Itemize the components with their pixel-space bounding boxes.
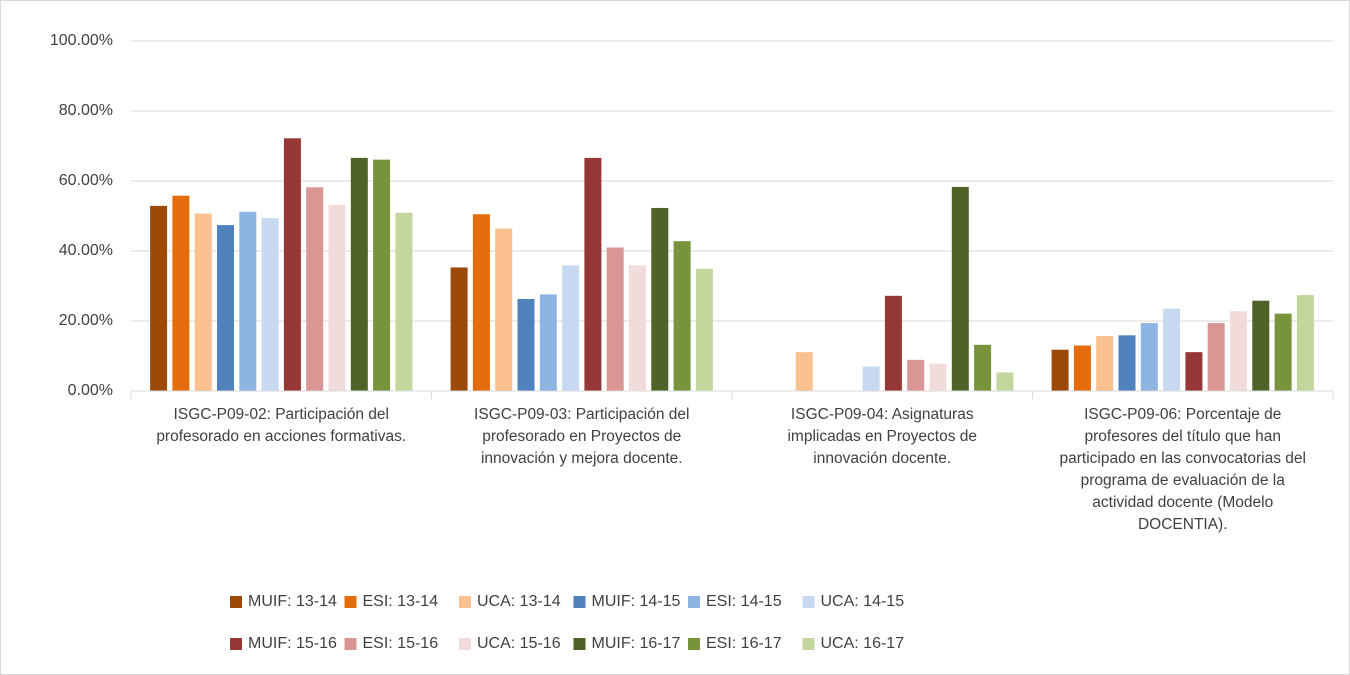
bar — [328, 204, 346, 391]
bar — [673, 241, 691, 391]
y-tick-label: 60.00% — [59, 172, 113, 189]
y-tick-label: 80.00% — [59, 102, 113, 119]
legend-swatch — [688, 638, 700, 650]
bar — [539, 294, 557, 391]
legend-label: UCA: 15-16 — [477, 635, 561, 652]
bar — [695, 268, 713, 391]
y-tick-label: 40.00% — [59, 242, 113, 259]
legend-swatch — [459, 638, 471, 650]
bar — [907, 359, 925, 391]
bar — [472, 214, 490, 391]
bar — [283, 138, 301, 391]
bar — [306, 187, 324, 391]
bar — [562, 265, 580, 391]
legend-swatch — [344, 596, 357, 608]
bar — [1051, 349, 1069, 391]
x-tick-label: ISGC-P09-03: Participación del profesora… — [474, 406, 690, 467]
legend-swatch — [459, 596, 471, 608]
bar — [884, 295, 902, 391]
legend-swatch — [802, 638, 815, 650]
x-tick-label: ISGC-P09-02: Participación del profesora… — [156, 406, 407, 445]
bar — [239, 211, 257, 391]
legend-swatch — [802, 596, 815, 608]
bar — [606, 247, 624, 391]
bar — [350, 157, 368, 391]
bar — [1163, 308, 1181, 391]
bar — [517, 298, 535, 391]
bar — [1252, 300, 1270, 391]
legend-label: ESI: 16-17 — [706, 635, 782, 652]
legend-label: ESI: 15-16 — [363, 635, 439, 652]
legend-label: MUIF: 16-17 — [592, 635, 681, 652]
bar — [1140, 323, 1158, 391]
y-tick-label: 0.00% — [68, 382, 113, 399]
bar — [795, 352, 813, 391]
bar — [1296, 295, 1314, 391]
bar — [395, 212, 413, 391]
bar — [1118, 335, 1136, 391]
bar — [1207, 323, 1225, 391]
x-tick-label: ISGC-P09-06: Porcentaje de profesores de… — [1059, 406, 1306, 533]
bar — [261, 218, 279, 391]
bar — [651, 207, 669, 391]
y-tick-label: 100.00% — [50, 32, 113, 49]
bar — [996, 372, 1014, 391]
bar — [862, 366, 880, 391]
legend-swatch — [344, 638, 357, 650]
bar — [217, 225, 234, 391]
legend-swatch — [573, 596, 586, 608]
bar — [150, 205, 168, 391]
bar — [194, 213, 212, 391]
bar — [584, 157, 602, 391]
legend-label: ESI: 13-14 — [363, 593, 439, 610]
bar — [373, 159, 391, 391]
legend-swatch — [230, 638, 242, 650]
bar — [1073, 345, 1091, 391]
legend-label: UCA: 14-15 — [821, 593, 905, 610]
legend-label: UCA: 16-17 — [821, 635, 905, 652]
legend-label: MUIF: 15-16 — [248, 635, 337, 652]
bar — [929, 363, 947, 391]
legend-label: MUIF: 14-15 — [592, 593, 681, 610]
x-tick-label: ISGC-P09-04: Asignaturas implicadas en P… — [787, 406, 978, 467]
bar — [450, 267, 468, 391]
legend-swatch — [573, 638, 586, 650]
legend-label: MUIF: 13-14 — [248, 593, 337, 610]
bar — [974, 344, 992, 391]
legend-label: ESI: 14-15 — [706, 593, 782, 610]
bar — [1230, 311, 1247, 391]
legend-swatch — [230, 596, 242, 608]
bar — [629, 265, 646, 391]
legend-swatch — [688, 596, 700, 608]
bar — [1096, 336, 1114, 391]
y-tick-label: 20.00% — [59, 312, 113, 329]
bar — [495, 228, 513, 391]
bar — [951, 186, 969, 391]
legend-label: UCA: 13-14 — [477, 593, 561, 610]
bar — [172, 195, 190, 391]
bar — [1185, 352, 1203, 391]
bar — [1274, 313, 1292, 391]
